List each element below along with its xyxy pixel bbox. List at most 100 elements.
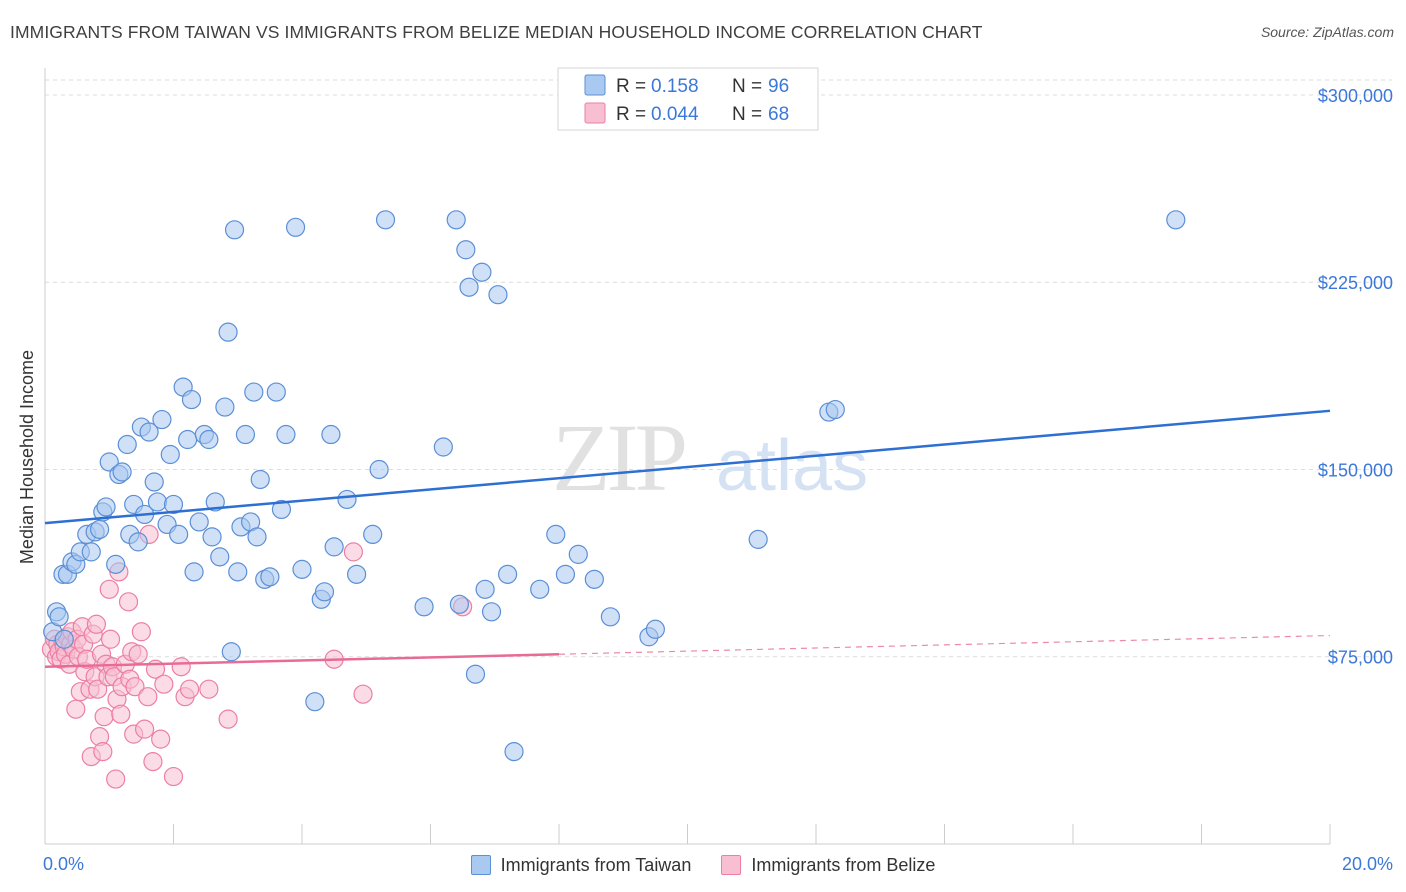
legend-label-belize: Immigrants from Belize — [751, 854, 936, 875]
taiwan-point — [205, 492, 225, 512]
taiwan-point — [324, 537, 344, 557]
taiwan-point — [128, 532, 148, 552]
belize-point — [94, 707, 114, 727]
taiwan-point — [235, 424, 256, 445]
taiwan-point — [224, 220, 245, 240]
legend-swatch-taiwan — [470, 855, 491, 875]
taiwan-point — [414, 597, 434, 617]
legend-r-value-belize: 0.044 — [651, 104, 699, 125]
taiwan-point — [189, 512, 209, 532]
belize-point — [106, 769, 126, 789]
taiwan-point — [112, 462, 132, 482]
tick-labels: $75,000 $150,000 $225,000 $300,000 0.0% 20.0% — [43, 86, 1393, 874]
taiwan-point — [530, 579, 550, 599]
belize-point — [343, 542, 363, 562]
taiwan-point — [459, 277, 479, 297]
legend-item-belize[interactable]: Immigrants from Belize — [721, 855, 935, 876]
belize-point — [218, 709, 238, 729]
belize-point — [179, 679, 200, 699]
legend-swatch-taiwan — [584, 74, 606, 96]
taiwan-point — [504, 742, 524, 762]
taiwan-point — [481, 602, 502, 622]
taiwan-point — [218, 322, 238, 342]
legend-swatch-belize — [584, 102, 606, 124]
belize-point — [86, 614, 107, 634]
taiwan-point — [465, 664, 486, 684]
taiwan-point — [49, 607, 69, 627]
taiwan-point — [347, 564, 367, 584]
taiwan-point — [181, 389, 202, 410]
legend-r-label: R = — [616, 104, 646, 125]
belize-point — [151, 729, 171, 749]
taiwan-point — [314, 582, 335, 602]
taiwan-point — [584, 569, 604, 589]
y-tick-label: $225,000 — [1318, 273, 1393, 293]
belize-point — [143, 752, 163, 772]
belize-point — [154, 674, 174, 694]
taiwan-point — [260, 567, 280, 587]
taiwan-point — [276, 424, 296, 445]
taiwan-point — [546, 524, 566, 545]
taiwan-point — [144, 472, 164, 492]
x-tick-label-start: 0.0% — [43, 854, 84, 874]
taiwan-point — [475, 579, 495, 599]
belize-point — [163, 766, 184, 787]
taiwan-point — [169, 524, 189, 545]
legend-r-label: R = — [616, 76, 646, 97]
taiwan-point — [748, 529, 768, 549]
belize-point — [171, 657, 191, 677]
taiwan-point — [433, 437, 453, 457]
belize-point — [111, 704, 131, 724]
taiwan-point — [215, 397, 235, 417]
belize-point — [118, 592, 139, 612]
taiwan-point — [81, 542, 101, 562]
series-taiwan-points — [43, 210, 1186, 762]
belize-point — [128, 644, 148, 664]
taiwan-point — [160, 444, 180, 465]
y-tick-label: $150,000 — [1318, 460, 1393, 480]
taiwan-point — [1166, 210, 1186, 230]
taiwan-point — [369, 459, 389, 480]
watermark: ZIP atlas — [552, 404, 868, 511]
legend-n-value-belize: 68 — [768, 104, 789, 125]
taiwan-point — [488, 285, 508, 305]
taiwan-point — [152, 409, 172, 430]
series-belize-points — [41, 524, 473, 789]
legend-swatch-belize — [721, 855, 742, 875]
taiwan-point — [472, 262, 492, 282]
taiwan-point — [456, 240, 476, 260]
taiwan-point — [228, 562, 248, 582]
taiwan-point — [285, 217, 306, 237]
taiwan-point — [305, 692, 325, 712]
taiwan-point — [54, 629, 74, 649]
belize-point — [131, 622, 151, 642]
taiwan-point — [375, 210, 396, 230]
series-legend: Immigrants from Taiwan Immigrants from B… — [0, 852, 1406, 878]
legend-n-label: N = — [732, 104, 762, 125]
taiwan-point — [600, 607, 621, 627]
y-axis-label: Median Household Income — [17, 350, 37, 564]
taiwan-point — [210, 547, 230, 567]
taiwan-point — [178, 429, 198, 450]
source-label: Source: ZipAtlas.com — [1260, 24, 1394, 40]
taiwan-point — [645, 619, 665, 639]
taiwan-point — [221, 642, 241, 662]
taiwan-point — [321, 424, 341, 445]
belize-point — [125, 677, 145, 697]
x-tick-label-end: 20.0% — [1342, 854, 1393, 874]
legend-n-value-taiwan: 96 — [768, 76, 789, 97]
belize-point — [353, 684, 373, 704]
legend-item-taiwan[interactable]: Immigrants from Taiwan — [470, 855, 691, 876]
taiwan-point — [199, 429, 219, 450]
taiwan-point — [117, 434, 137, 455]
belize-point — [93, 742, 113, 762]
y-tick-label: $300,000 — [1318, 86, 1393, 106]
trend-lines — [44, 409, 1331, 668]
taiwan-point — [292, 559, 312, 579]
taiwan-point — [568, 544, 588, 564]
taiwan-point — [266, 382, 286, 402]
taiwan-point — [337, 489, 357, 510]
taiwan-point — [96, 497, 116, 517]
taiwan-point — [247, 527, 267, 547]
correlation-legend: R = 0.158 N = 96 R = 0.044 N = 68 — [557, 67, 819, 131]
